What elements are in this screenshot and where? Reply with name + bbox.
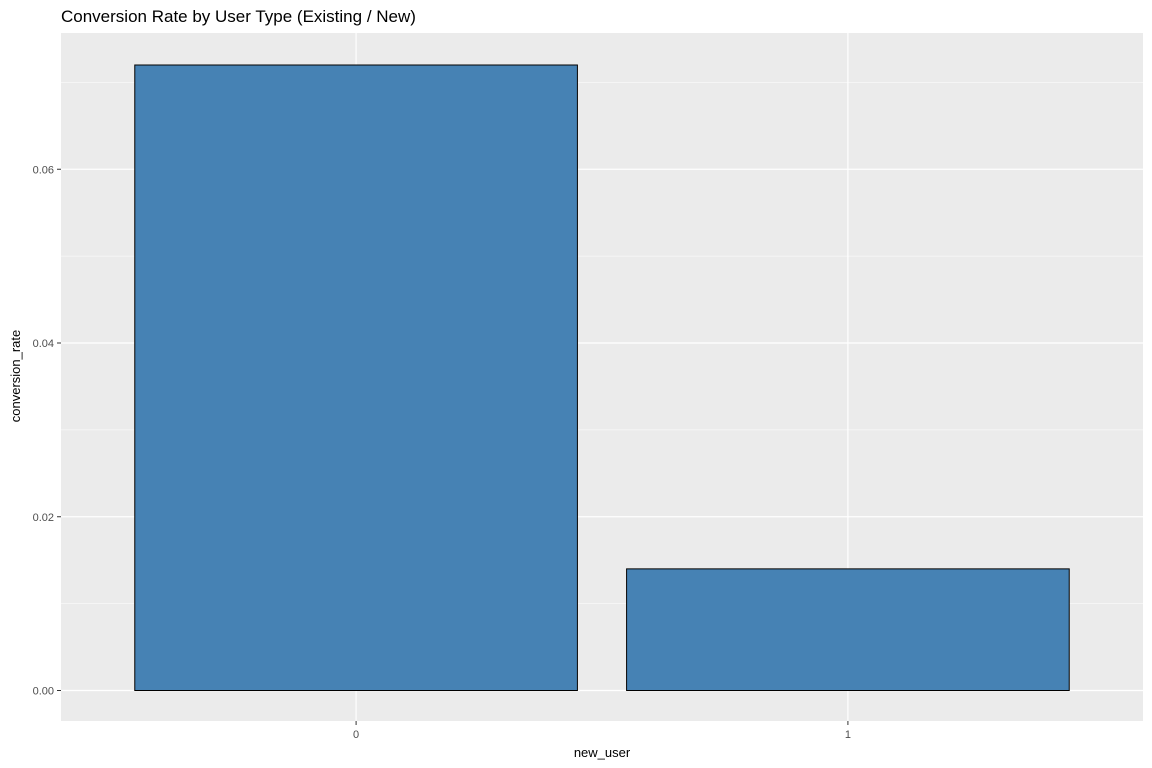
y-tick-label: 0.06 (33, 164, 54, 176)
y-tick-label: 0.04 (33, 338, 54, 350)
x-axis-title: new_user (574, 745, 631, 760)
bar-layer (134, 64, 1070, 691)
y-tick-label: 0.02 (33, 512, 54, 524)
x-tick-label: 0 (353, 729, 359, 741)
bar-1 (626, 568, 1070, 691)
y-axis: 0.00 0.02 0.04 0.06 (33, 164, 61, 698)
x-tick-label: 1 (845, 729, 851, 741)
y-axis-title: conversion_rate (8, 330, 23, 423)
y-tick-label: 0.00 (33, 686, 54, 698)
chart-title: Conversion Rate by User Type (Existing /… (61, 7, 416, 26)
bar-0 (134, 64, 578, 691)
